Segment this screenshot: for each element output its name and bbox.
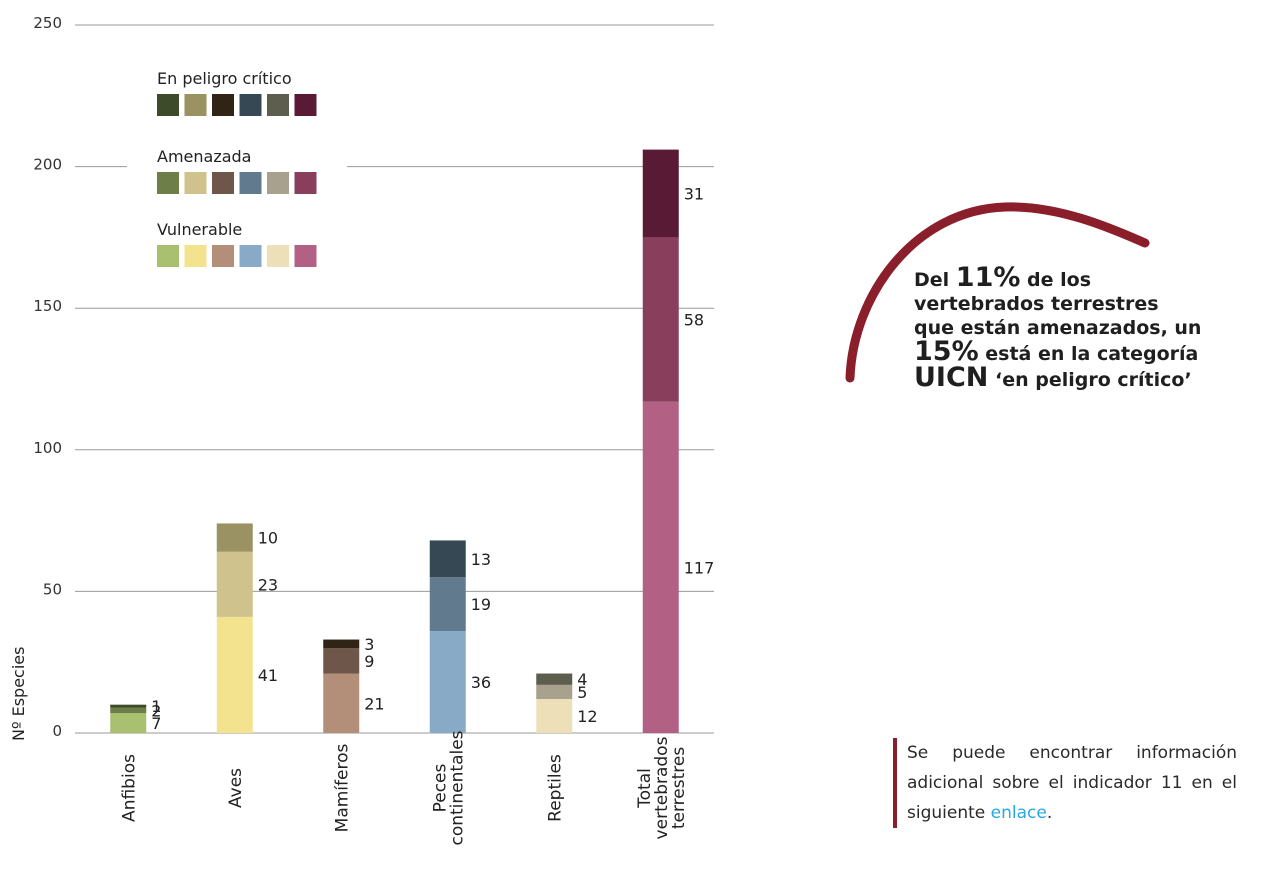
info-note: Se puede encontrar información adicional…: [893, 738, 1237, 828]
bar-segment: [323, 648, 360, 674]
bar-segment: [216, 616, 253, 733]
bar-value-label: 10: [258, 529, 278, 548]
x-category-label: Mamíferos: [332, 744, 352, 833]
y-tick-label: 150: [33, 297, 62, 315]
x-category-label: Aves: [226, 768, 246, 808]
y-axis: 0 50 100 150 200 250: [33, 14, 62, 740]
bar-segment: [323, 639, 360, 649]
y-axis-label: Nº Especies: [9, 647, 28, 741]
callout-line-1: Del 11% de los: [914, 262, 1092, 293]
legend-swatch: [157, 172, 179, 194]
legend-swatch: [184, 172, 207, 194]
bar-segment: [536, 673, 573, 685]
legend-swatch: [294, 245, 317, 267]
bar-value-label: 13: [471, 550, 491, 569]
bar-value-label: 31: [684, 185, 704, 204]
bar-value-label: 117: [684, 558, 715, 577]
bars: [110, 149, 679, 733]
legend-swatch: [239, 94, 262, 116]
legend-title: Vulnerable: [157, 220, 242, 239]
bar-value-label: 21: [364, 694, 384, 713]
callout-percent-15: 15%: [914, 336, 979, 367]
legend-swatch: [157, 94, 179, 116]
y-tick-label: 100: [33, 439, 62, 457]
bar-value-label: 23: [258, 575, 278, 594]
y-tick-label: 50: [43, 580, 62, 598]
legend-swatch: [267, 245, 289, 267]
y-tick-label: 0: [52, 722, 62, 740]
legend-swatch: [184, 245, 207, 267]
legend-swatch: [212, 245, 234, 267]
bar-value-label: 1: [151, 697, 161, 716]
callout-arc: [845, 202, 1150, 383]
bar-segment: [536, 684, 573, 700]
x-category-label: Reptiles: [545, 754, 565, 822]
bar-segment: [110, 704, 147, 708]
bar-segment: [110, 707, 147, 714]
bar-value-label: 36: [471, 673, 491, 692]
y-tick-label: 200: [33, 156, 62, 174]
bar-segment: [216, 551, 253, 617]
legend-title: Amenazada: [157, 147, 251, 166]
info-link[interactable]: enlace: [990, 803, 1047, 823]
legend: En peligro crítico Amenazada Vulnerable: [127, 64, 347, 285]
callout-line-4: 15% está en la categoría: [914, 336, 1199, 367]
bar-segment: [429, 577, 466, 632]
bar-value-label: 19: [471, 595, 491, 614]
bar-value-label: 58: [684, 311, 704, 330]
callout-line-3: que están amenazados, un: [914, 317, 1202, 339]
legend-swatch: [184, 94, 207, 116]
legend-swatch: [267, 94, 289, 116]
callout-text: Del 11% de los vertebrados terrestres qu…: [914, 262, 1273, 393]
callout-line-5: UICN ‘en peligro crítico’: [914, 362, 1192, 393]
legend-swatch: [212, 172, 234, 194]
callout-uicn: UICN: [914, 362, 989, 393]
bar-value-label: 7: [151, 714, 161, 733]
legend-title: En peligro crítico: [157, 69, 292, 88]
bar-segment: [642, 149, 679, 238]
callout-percent-11: 11%: [955, 262, 1021, 293]
legend-swatch: [294, 94, 317, 116]
bar-segment: [536, 699, 573, 733]
bar-segment: [429, 540, 466, 578]
bar-value-label: 4: [577, 670, 587, 689]
y-tick-label: 250: [33, 14, 62, 32]
bar-value-label: 41: [258, 666, 278, 685]
bar-value-label: 9: [364, 652, 374, 671]
bar-value-label: 5: [577, 683, 587, 702]
bar-segment: [429, 631, 466, 733]
x-category-label: Anfibios: [119, 754, 139, 822]
bar-segment: [216, 523, 253, 552]
bar-segment: [642, 401, 679, 733]
x-category-label: Total: [635, 768, 655, 809]
legend-swatch: [157, 245, 179, 267]
legend-swatch: [267, 172, 289, 194]
bar-value-label: 12: [577, 707, 597, 726]
bar-segment: [110, 713, 147, 733]
bar-segment: [642, 237, 679, 402]
legend-swatch: [239, 245, 262, 267]
bar-value-label: 2: [151, 701, 161, 720]
bar-segment: [323, 673, 360, 733]
legend-swatch: [212, 94, 234, 116]
callout-arc-path: [845, 202, 1150, 383]
legend-swatch: [294, 172, 317, 194]
callout-line-2: vertebrados terrestres: [914, 293, 1159, 315]
bar-value-label: 3: [364, 635, 374, 654]
x-category-label: Peces: [430, 763, 450, 812]
x-category-label: terrestres: [669, 747, 689, 829]
x-category-label: continentales: [447, 730, 467, 845]
x-category-label: vertebrados: [652, 736, 672, 839]
info-note-text: Se puede encontrar información adicional…: [907, 743, 1237, 823]
legend-swatch: [239, 172, 262, 194]
